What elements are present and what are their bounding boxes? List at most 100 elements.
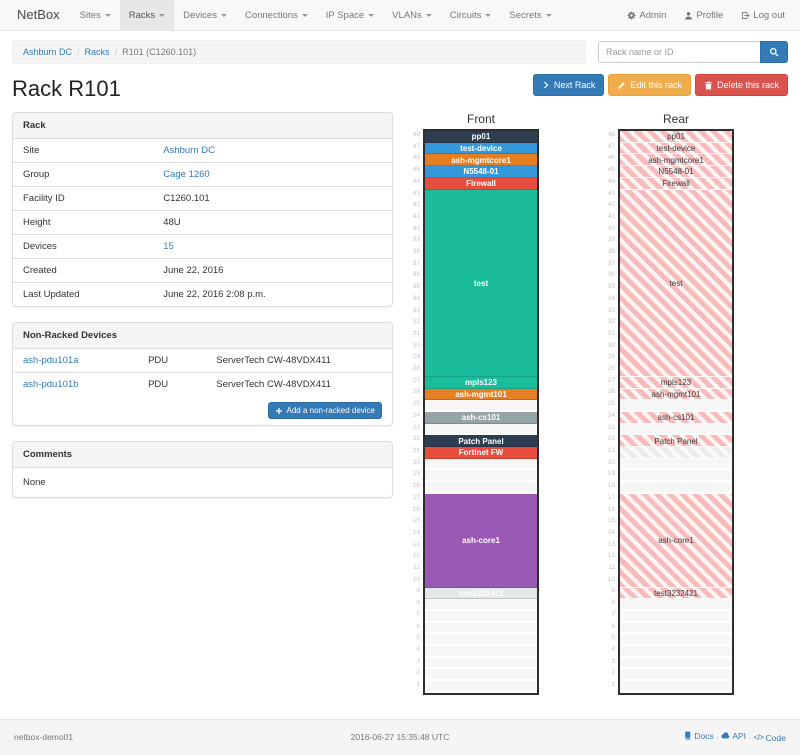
rack-unit-mpls123[interactable]: mpls123 [620,376,732,389]
attr-value-link[interactable]: Cage 1260 [163,169,210,180]
footer-hostname: netbox-demo01 [14,731,74,742]
unit-number: 25 [412,400,420,408]
rack-unit-mpls123[interactable]: mpls123 [425,376,537,389]
breadcrumb-item-racks[interactable]: Racks [84,47,110,57]
search-button[interactable] [760,41,788,63]
page-header: Rack R101 Next Rack Edit this rack Delet… [12,72,788,112]
unit-number: 35 [412,283,420,291]
rack-unit-label: test3232421 [458,588,504,598]
attr-value-link[interactable]: Ashburn DC [163,145,215,156]
rack-unit-patch-panel[interactable]: Patch Panel [425,435,537,448]
rack-unit-test3232421[interactable]: test3232421 [425,587,537,600]
nav-item-vlans[interactable]: VLANs [383,0,441,30]
page-title: Rack R101 [12,76,121,101]
rack-unit-fortinet-fw[interactable] [620,447,732,459]
unit-number: 32 [412,318,420,326]
rear-elevation: Rear 48 47 46 45 44 43 42 41 40 39 38 37 36 35 34 33 32 3… [602,112,734,695]
add-non-racked-device-button[interactable]: Add a non-racked device [267,402,382,419]
unit-number: 12 [607,552,615,560]
rack-unit-test-device[interactable]: test-device [620,142,732,155]
caret-down-icon [368,13,375,17]
rack-unit-ash-mgmtcore1[interactable]: ash-mgmtcore1 [620,154,732,167]
search-input[interactable] [598,41,760,63]
rack-unit-patch-panel[interactable]: Patch Panel [620,435,732,448]
device-link[interactable]: ash-pdu101a [23,355,79,366]
rack-unit-n5548-01[interactable]: N5548-01 [620,166,732,178]
rack-unit-test[interactable]: test [620,189,732,377]
unit-number: 18 [607,482,615,490]
person-icon [684,11,693,20]
nav-item-admin[interactable]: Admin [618,0,675,30]
footer-link-code[interactable]: </> Code [754,733,786,743]
unit-number: 11 [413,564,420,572]
footer-link-api[interactable]: API [721,731,746,741]
unit-number: 30 [607,341,615,349]
rack-unit-test-device[interactable]: test-device [425,142,537,155]
rack-attr-row: Group Cage 1260 [13,162,392,187]
nav-item-ip-space[interactable]: IP Space [317,0,383,30]
attr-label: Facility ID [13,186,154,211]
rack-unit-empty [425,610,537,623]
unit-number: 36 [412,271,420,279]
rack-unit-label: pp01 [471,132,491,142]
attr-value-link[interactable]: 15 [163,241,174,252]
rack-unit-empty [425,470,537,483]
unit-number: 30 [412,341,420,349]
unit-number: 41 [607,212,615,220]
unit-number: 8 [611,599,615,607]
footer-link-separator: · [713,732,722,743]
cloud-icon [721,731,730,740]
front-elevation: Front 48 47 46 45 44 43 42 41 40 39 38 37 36 35 34 33 32… [407,112,539,695]
breadcrumb-separator: / [77,47,80,57]
gear-icon [627,11,636,20]
rack-unit-firewall[interactable]: Firewall [425,177,537,190]
caret-down-icon [220,13,227,17]
search-icon [769,47,779,57]
device-role-cell: PDU [148,355,169,366]
unit-number: 6 [416,622,420,630]
nav-item-devices[interactable]: Devices [174,0,236,30]
delete-rack-button[interactable]: Delete this rack [694,74,788,96]
nav-item-connections[interactable]: Connections [236,0,317,30]
next-rack-button[interactable]: Next Rack [532,74,605,96]
nav-item-sites[interactable]: Sites [71,0,120,30]
rack-unit-ash-core1[interactable]: ash-core1 [425,493,537,588]
rack-unit-pp01[interactable]: pp01 [425,131,537,143]
rack-unit-test3232421[interactable]: test3232421 [620,587,732,600]
edit-rack-label: Edit this rack [630,80,682,90]
attr-value: Cage 1260 [153,162,392,187]
attr-label: Last Updated [13,282,154,306]
rack-unit-ash-cs101[interactable]: ash-cs101 [620,411,732,424]
unit-number: 8 [416,599,420,607]
rack-unit-ash-mgmt101[interactable]: ash-mgmt101 [620,388,732,401]
nav-item-profile[interactable]: Profile [675,0,732,30]
rack-unit-firewall[interactable]: Firewall [620,177,732,190]
nav-item-circuits[interactable]: Circuits [441,0,501,30]
rack-unit-empty [620,646,732,658]
edit-rack-button[interactable]: Edit this rack [608,74,691,96]
rack-unit-ash-cs101[interactable]: ash-cs101 [425,411,537,424]
nav-item-log-out[interactable]: Log out [732,0,794,30]
unit-number: 23 [607,423,615,431]
rack-unit-n5548-01[interactable]: N5548-01 [425,166,537,178]
front-elevation-label: Front [466,112,495,126]
unit-number: 27 [607,376,615,384]
nav-item-label: Secrets [509,9,542,21]
unit-number: 45 [607,166,615,174]
nav-item-secrets[interactable]: Secrets [500,0,560,30]
rack-unit-ash-core1[interactable]: ash-core1 [620,493,732,588]
breadcrumb-item-ashburn-dc[interactable]: Ashburn DC [23,47,73,57]
app-brand[interactable]: NetBox [17,7,60,22]
rack-unit-ash-mgmtcore1[interactable]: ash-mgmtcore1 [425,154,537,167]
nav-item-racks[interactable]: Racks [119,0,175,30]
rack-unit-pp01[interactable]: pp01 [620,131,732,143]
rack-unit-test[interactable]: test [425,189,537,377]
rack-unit-empty [425,482,537,494]
footer-link-docs[interactable]: Docs [683,731,714,741]
unit-number: 4 [416,645,420,653]
caret-down-icon [485,13,492,17]
device-link[interactable]: ash-pdu101b [23,379,79,390]
rack-unit-ash-mgmt101[interactable]: ash-mgmt101 [425,388,537,401]
rack-unit-fortinet-fw[interactable]: Fortinet FW [425,447,537,459]
unit-number: 47 [412,142,420,150]
